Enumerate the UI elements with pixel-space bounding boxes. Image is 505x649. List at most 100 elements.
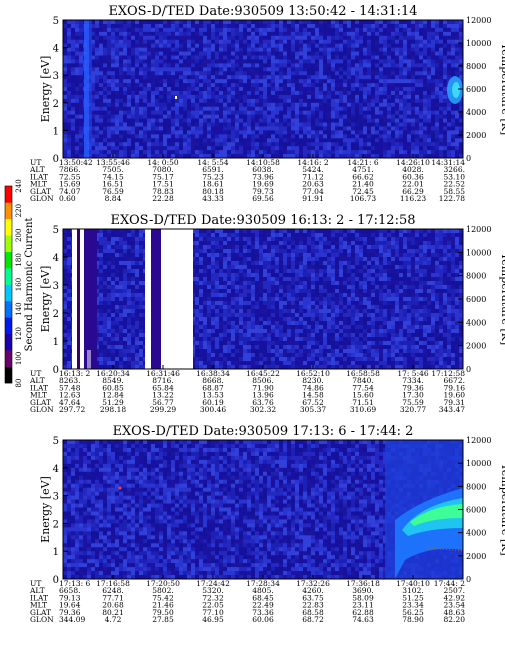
table-cell: 8668.: [202, 376, 223, 385]
panel-title: EXOS-D/TED Date:930509 17:13: 6 - 17:44:…: [113, 424, 414, 439]
table-cell: 68.72: [302, 615, 324, 624]
table-cell: 16:31:46: [146, 369, 180, 378]
table-cell: 13:50:42: [59, 158, 93, 167]
table-cell: 4805.: [252, 586, 273, 595]
heatmap-feature: [410, 504, 463, 526]
table-cell: 68.87: [202, 383, 224, 392]
panel-title: EXOS-D/TED Date:930509 13:50:42 - 14:31:…: [108, 4, 417, 19]
y-tick-label: 1: [53, 547, 59, 558]
axes-panel-1: EXOS-D/TED Date:930509 13:50:42 - 14:31:…: [29, 4, 505, 203]
table-cell: 14:16: 2: [297, 158, 329, 167]
table-cell: 19.60: [444, 391, 466, 400]
panel-title: EXOS-D/TED Date:930509 16:13: 2 - 17:12:…: [111, 213, 416, 228]
table-cell: 19.64: [59, 601, 81, 610]
y-tick-label: 2: [53, 309, 59, 320]
table-cell: 17:32:26: [296, 579, 330, 588]
table-cell: 75.23: [202, 172, 224, 181]
y-tick-label: 5: [53, 225, 59, 236]
table-cell: 16:58:58: [346, 369, 380, 378]
colorbar-swatch: [5, 317, 12, 335]
y2-tick-label: 0: [466, 575, 471, 584]
colorbar-tick-label: 100: [15, 352, 23, 365]
table-cell: 63.75: [302, 593, 324, 602]
y-tick-label: 4: [53, 464, 59, 475]
table-cell: 14:31:14: [431, 158, 465, 167]
colorbar-tick-label: 180: [15, 253, 23, 266]
table-cell: 46.95: [202, 615, 224, 624]
table-cell: 79.73: [252, 187, 274, 196]
y2-tick-label: 8000: [466, 482, 486, 491]
table-cell: 305.37: [300, 405, 326, 414]
table-cell: 14.58: [302, 391, 324, 400]
table-cell: 60.85: [102, 383, 124, 392]
table-cell: 6591.: [202, 165, 223, 174]
table-cell: 47.64: [59, 398, 81, 407]
table-cell: 22.52: [444, 180, 466, 189]
y2-tick-label: 12000: [466, 436, 491, 445]
table-row-label: MLT: [30, 180, 47, 189]
table-cell: 43.33: [202, 194, 224, 203]
heatmap-feature: [80, 229, 84, 369]
table-cell: 22.05: [202, 601, 224, 610]
table-cell: 82.20: [444, 615, 466, 624]
table-cell: 17:44: 2: [434, 579, 466, 588]
table-cell: 17:12:58: [431, 369, 465, 378]
table-cell: 79.31: [444, 398, 465, 407]
y2-tick-label: 2000: [466, 552, 486, 561]
table-cell: 56.77: [152, 398, 174, 407]
table-cell: 15.69: [59, 180, 81, 189]
colorbar-swatch: [5, 366, 12, 384]
table-cell: 5424.: [302, 165, 323, 174]
table-cell: 13.22: [152, 391, 174, 400]
table-cell: 62.88: [352, 608, 374, 617]
y2-tick-label: 6000: [466, 85, 486, 94]
heatmap-feature: [89, 20, 92, 158]
table-cell: 75.17: [152, 172, 174, 181]
table-cell: 6038.: [252, 165, 273, 174]
table-cell: 7505.: [102, 165, 123, 174]
table-row-label: MLT: [30, 601, 47, 610]
table-cell: 56.25: [402, 608, 424, 617]
axes-panel-2: EXOS-D/TED Date:930509 16:13: 2 - 17:12:…: [29, 213, 505, 414]
table-cell: 66.62: [352, 172, 374, 181]
table-row-label: UT: [30, 369, 41, 378]
table-cell: 69.56: [252, 194, 274, 203]
table-cell: 298.18: [100, 405, 126, 414]
table-cell: 6248.: [102, 586, 123, 595]
table-row-label: MLT: [30, 391, 47, 400]
table-cell: 77.10: [202, 608, 224, 617]
table-cell: 23.34: [402, 601, 424, 610]
table-cell: 74.63: [352, 615, 374, 624]
colorbar-tick-label: 220: [15, 204, 23, 217]
y2-tick-label: 12000: [466, 16, 491, 25]
table-cell: 4028.: [402, 165, 423, 174]
table-cell: 8.84: [105, 194, 122, 203]
table-cell: 320.77: [400, 405, 426, 414]
table-cell: 74.07: [59, 187, 81, 196]
table-cell: 8716.: [152, 376, 173, 385]
table-cell: 72.55: [59, 172, 81, 181]
y2-tick-label: 0: [466, 154, 471, 163]
colorbar-swatch: [5, 268, 12, 285]
table-cell: 79.36: [59, 608, 81, 617]
y-tick-label: 3: [53, 71, 59, 82]
table-row-label: ILAT: [30, 172, 48, 181]
table-cell: 51.25: [402, 593, 424, 602]
table-cell: 75.59: [402, 398, 424, 407]
y2-tick-label: 8000: [466, 272, 486, 281]
table-cell: 106.73: [350, 194, 376, 203]
table-cell: 6672.: [444, 376, 465, 385]
colorbar-swatch: [5, 350, 12, 367]
y2-tick-label: 10000: [466, 39, 491, 48]
table-cell: 13:55:46: [96, 158, 130, 167]
table-cell: 8549.: [102, 376, 123, 385]
table-cell: 67.52: [302, 398, 324, 407]
table-cell: 19.69: [252, 180, 274, 189]
table-cell: 7866.: [59, 165, 80, 174]
table-cell: 17:36:18: [346, 579, 380, 588]
table-row-label: GLON: [30, 615, 54, 624]
table-cell: 77.54: [352, 383, 374, 392]
y-tick-label: 2: [53, 99, 59, 110]
table-cell: 20.63: [302, 180, 324, 189]
table-cell: 20.68: [102, 601, 124, 610]
